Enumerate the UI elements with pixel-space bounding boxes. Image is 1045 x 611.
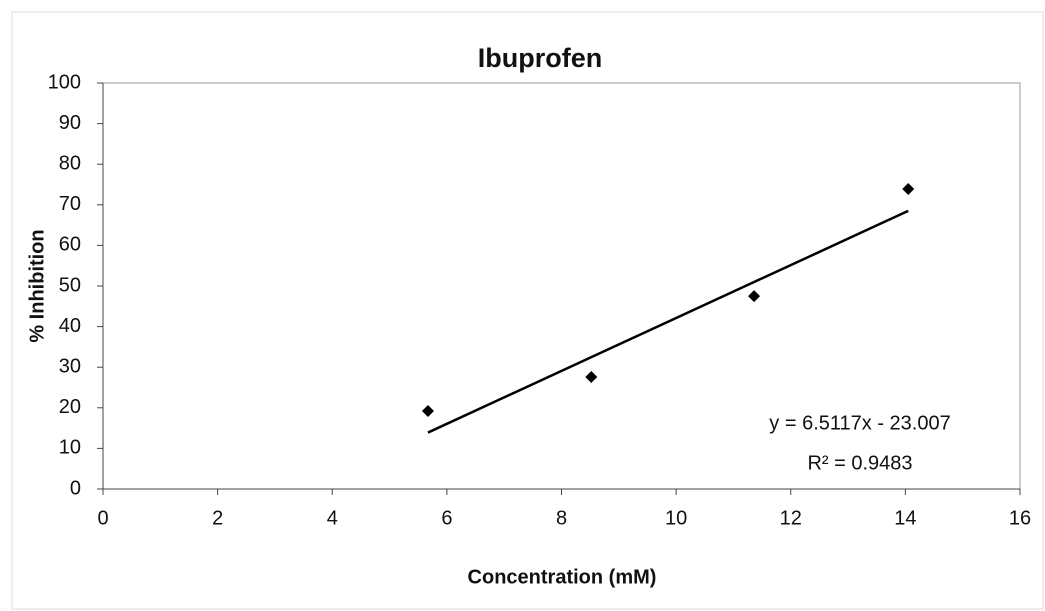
x-tick-label: 4	[327, 507, 338, 529]
y-tick-label: 70	[59, 193, 81, 215]
y-tick-label: 20	[59, 396, 81, 418]
y-tick-label: 90	[59, 112, 81, 134]
x-tick-label: 16	[1009, 507, 1031, 529]
x-tick-label: 2	[212, 507, 223, 529]
x-tick-label: 14	[894, 507, 916, 529]
data-point	[585, 370, 598, 383]
r-squared: R² = 0.9483	[807, 452, 912, 474]
data-point	[902, 182, 915, 195]
chart-border	[11, 11, 1044, 610]
y-tick-label: 60	[59, 234, 81, 256]
y-tick-label: 10	[59, 437, 81, 459]
y-tick-label: 80	[59, 152, 81, 174]
data-point	[421, 405, 434, 418]
x-axis-title: Concentration (mM)	[468, 566, 657, 588]
y-tick-label: 0	[70, 477, 81, 499]
x-tick-label: 6	[441, 507, 452, 529]
chart-title: Ibuprofen	[478, 43, 602, 73]
x-tick-label: 8	[556, 507, 567, 529]
trendline	[427, 209, 909, 434]
y-tick-label: 50	[59, 274, 81, 296]
x-tick-label: 10	[665, 507, 687, 529]
y-tick-label: 30	[59, 355, 81, 377]
x-tick-label: 12	[780, 507, 802, 529]
data-point	[748, 290, 761, 303]
y-tick-label: 100	[48, 71, 81, 93]
y-tick-label: 40	[59, 315, 81, 337]
x-tick-label: 0	[97, 507, 108, 529]
y-axis-title: % Inhibition	[26, 229, 48, 342]
equation: y = 6.5117x - 23.007	[769, 412, 950, 434]
